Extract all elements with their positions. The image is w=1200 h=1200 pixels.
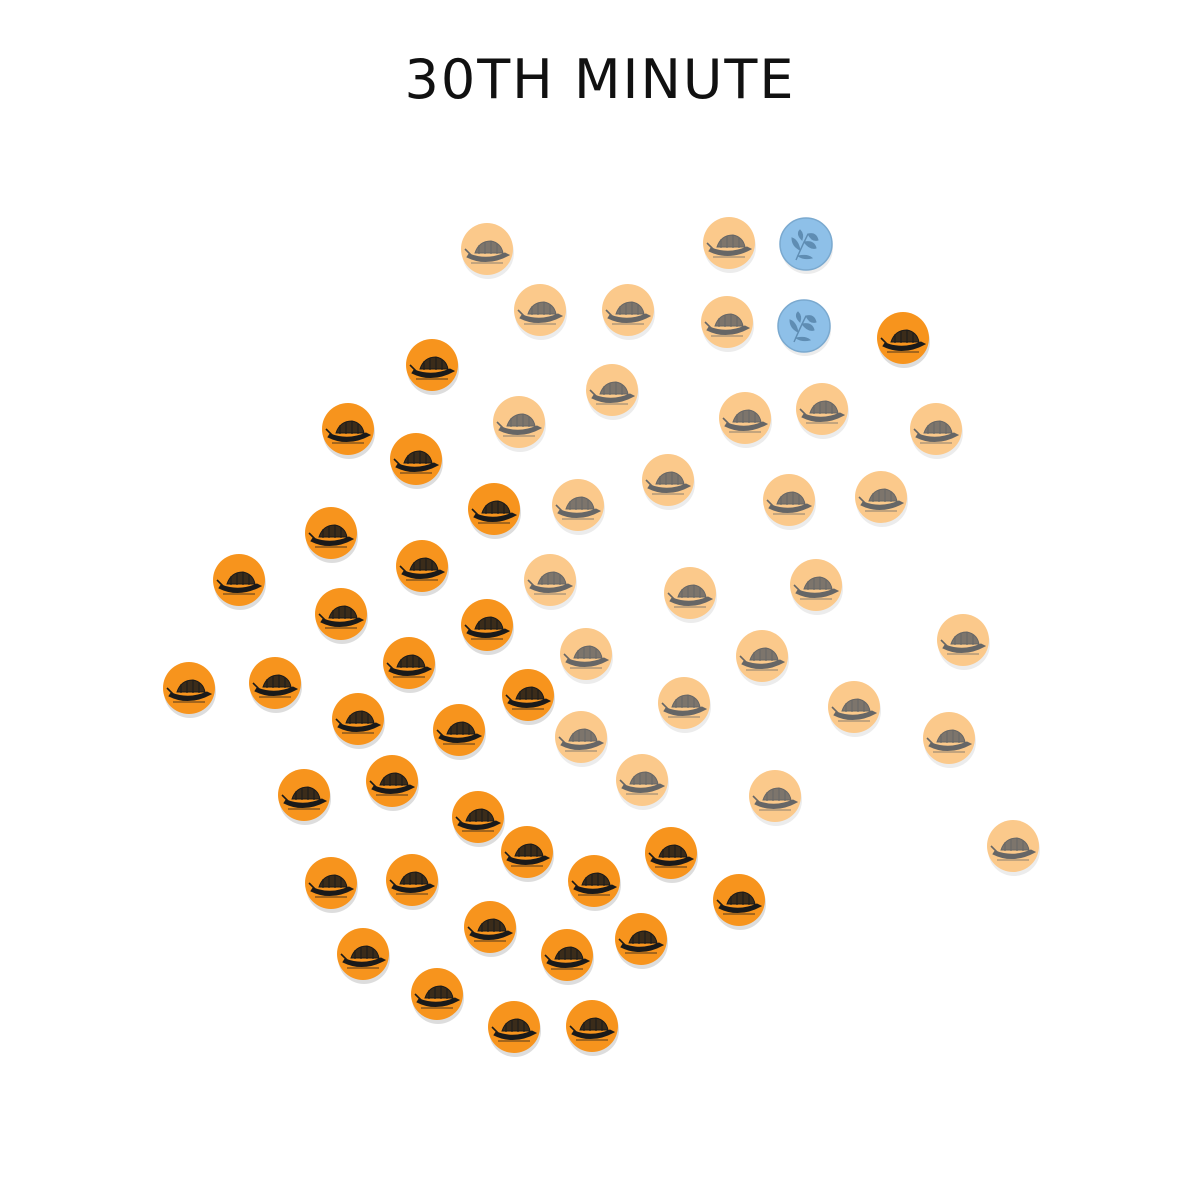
boat-token bbox=[560, 628, 613, 684]
boat-token bbox=[552, 479, 605, 535]
boat-token bbox=[502, 669, 555, 725]
boat-token bbox=[555, 711, 608, 767]
boat-token bbox=[514, 284, 567, 340]
boat-token bbox=[923, 712, 976, 768]
boat-token bbox=[390, 433, 443, 489]
boat-token bbox=[645, 827, 698, 883]
boat-token bbox=[616, 754, 669, 810]
boat-token bbox=[703, 217, 756, 273]
boat-token bbox=[411, 968, 464, 1024]
boat-token bbox=[406, 339, 459, 395]
boat-token bbox=[322, 403, 375, 459]
boat-token bbox=[658, 677, 711, 733]
plant-token bbox=[777, 299, 831, 356]
boat-token bbox=[461, 599, 514, 655]
boat-token bbox=[664, 567, 717, 623]
boat-token bbox=[719, 392, 772, 448]
boat-token bbox=[493, 396, 546, 452]
boat-token bbox=[855, 471, 908, 527]
boat-token bbox=[828, 681, 881, 737]
page-title: 30TH MINUTE bbox=[404, 48, 796, 111]
boat-token bbox=[524, 554, 577, 610]
boat-token bbox=[877, 312, 930, 368]
boat-token bbox=[541, 929, 594, 985]
boat-token bbox=[586, 364, 639, 420]
boat-token bbox=[701, 296, 754, 352]
boat-token bbox=[736, 630, 789, 686]
boat-token bbox=[987, 820, 1040, 876]
boat-token bbox=[910, 403, 963, 459]
boat-token bbox=[213, 554, 266, 610]
boat-token bbox=[488, 1001, 541, 1057]
boat-token bbox=[315, 588, 368, 644]
boat-token bbox=[501, 826, 554, 882]
boat-token bbox=[332, 693, 385, 749]
boat-token bbox=[937, 614, 990, 670]
boat-token bbox=[337, 928, 390, 984]
boat-token bbox=[452, 791, 505, 847]
boat-token bbox=[464, 901, 517, 957]
boat-token bbox=[790, 559, 843, 615]
boat-token bbox=[568, 855, 621, 911]
boat-token bbox=[468, 483, 521, 539]
boat-token bbox=[366, 755, 419, 811]
boat-token bbox=[249, 657, 302, 713]
boat-token bbox=[566, 1000, 619, 1056]
boat-token bbox=[713, 874, 766, 930]
boat-token bbox=[396, 540, 449, 596]
boat-token bbox=[383, 637, 436, 693]
boat-token bbox=[278, 769, 331, 825]
boat-token bbox=[305, 507, 358, 563]
boat-token bbox=[642, 454, 695, 510]
boat-token bbox=[433, 704, 486, 760]
boat-token bbox=[386, 854, 439, 910]
boat-token bbox=[461, 223, 514, 279]
boat-token bbox=[305, 857, 358, 913]
boat-token bbox=[163, 662, 216, 718]
boat-token bbox=[615, 913, 668, 969]
plant-token bbox=[779, 217, 833, 274]
boat-token bbox=[602, 284, 655, 340]
boat-token bbox=[763, 474, 816, 530]
boat-token bbox=[796, 383, 849, 439]
boat-token bbox=[749, 770, 802, 826]
